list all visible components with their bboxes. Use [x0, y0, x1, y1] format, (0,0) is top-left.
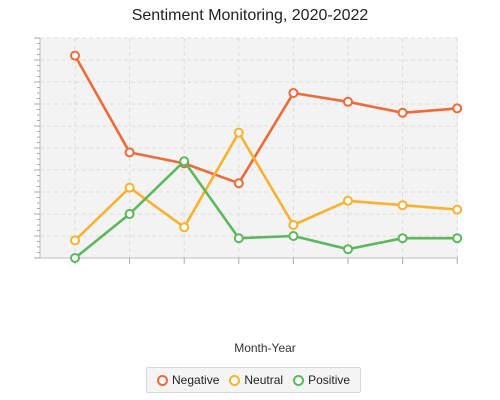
chart-title: Sentiment Monitoring, 2020-2022: [131, 7, 369, 24]
data-point-neutral: [233, 127, 244, 138]
data-point-positive: [288, 231, 299, 241]
data-point-positive: [397, 233, 408, 244]
legend-marker-neutral: [229, 374, 241, 386]
legend-marker-positive: [293, 374, 305, 386]
data-point-negative: [233, 178, 244, 189]
data-point-positive: [452, 233, 463, 244]
data-point-negative: [343, 96, 353, 107]
legend-item-positive[interactable]: Positive: [293, 373, 350, 387]
data-point-negative: [397, 107, 408, 118]
data-point-positive: [179, 156, 190, 167]
series-line-negative: [73, 54, 458, 185]
axes: [34, 37, 458, 264]
grid: [40, 37, 458, 259]
series-group: [70, 50, 463, 263]
data-point-neutral: [124, 182, 135, 193]
legend-marker-negative: [157, 374, 168, 386]
data-point-negative: [124, 147, 135, 158]
series-line-neutral: [74, 131, 458, 242]
data-point-positive: [70, 253, 80, 263]
data-point-negative: [452, 103, 463, 114]
legend-label-negative: Negative: [172, 373, 220, 387]
legend-item-negative[interactable]: Negative: [157, 373, 219, 387]
legend-label-positive: Positive: [308, 373, 351, 387]
series-line-positive: [74, 159, 458, 260]
data-point-positive: [343, 244, 353, 255]
data-point-positive: [233, 233, 244, 244]
legend-label-neutral: Neutral: [244, 373, 284, 387]
data-point-neutral: [288, 220, 299, 230]
data-point-negative: [70, 50, 80, 61]
data-point-neutral: [452, 204, 463, 215]
data-point-neutral: [343, 195, 353, 206]
data-point-negative: [288, 88, 299, 98]
data-point-neutral: [397, 200, 408, 211]
data-point-neutral: [70, 235, 80, 246]
legend-item-neutral[interactable]: Neutral: [229, 373, 283, 387]
legend: Negative Neutral Positive: [146, 367, 362, 393]
x-axis-label: Month-Year: [234, 341, 296, 355]
data-point-positive: [124, 209, 135, 219]
data-point-neutral: [179, 222, 190, 233]
